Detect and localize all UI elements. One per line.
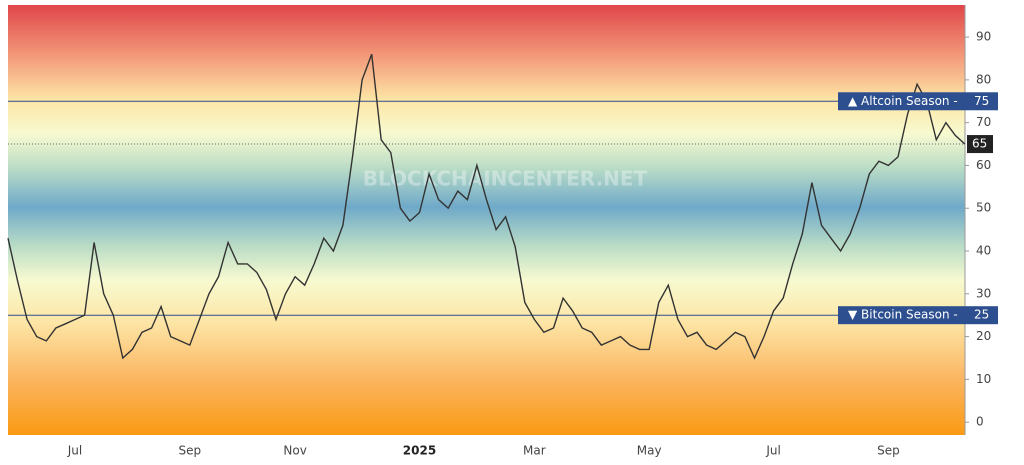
watermark: BLOCKCHAINCENTER.NET <box>363 167 648 191</box>
threshold-badge <box>838 306 998 325</box>
y-tick-label: 70 <box>976 115 991 129</box>
x-tick-label: Sep <box>179 444 202 458</box>
last-value-badge <box>967 135 993 154</box>
x-tick-label: Jul <box>765 444 780 458</box>
y-tick-label: 10 <box>976 372 991 386</box>
threshold-value: 25 <box>974 308 989 322</box>
y-tick-label: 40 <box>976 244 991 258</box>
x-tick-label: Jul <box>67 444 82 458</box>
x-tick-label: Sep <box>877 444 900 458</box>
series-line <box>7 53 966 360</box>
threshold-value: 75 <box>974 94 989 108</box>
x-tick-label: 2025 <box>403 444 436 458</box>
threshold-badge <box>838 92 998 111</box>
y-tick-label: 20 <box>976 329 991 343</box>
y-tick-label: 90 <box>976 30 991 44</box>
threshold-label: ▼ Bitcoin Season - <box>848 308 958 322</box>
x-tick-label: Nov <box>283 444 306 458</box>
x-tick-label: May <box>637 444 662 458</box>
threshold-label: ▲ Altcoin Season - <box>848 94 958 108</box>
y-tick-label: 0 <box>976 415 984 429</box>
y-tick-label: 60 <box>976 158 991 172</box>
plot-background <box>8 5 965 435</box>
y-tick-label: 50 <box>976 201 991 215</box>
x-tick-label: Mar <box>523 444 546 458</box>
y-tick-label: 80 <box>976 72 991 86</box>
last-value-label: 65 <box>972 137 987 151</box>
y-tick-label: 30 <box>976 286 991 300</box>
